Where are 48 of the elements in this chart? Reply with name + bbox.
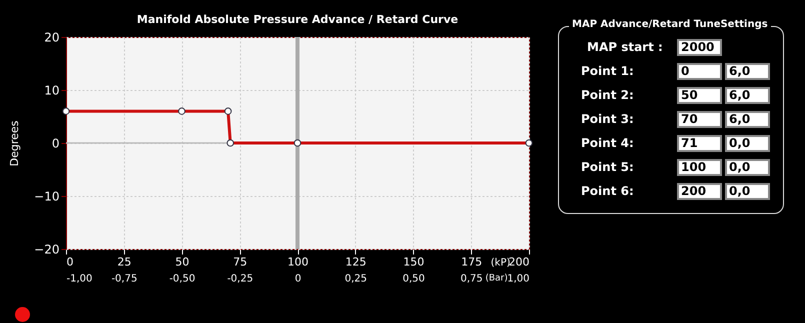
x-tick-label: 125 [345,256,366,268]
text-field: 0 [677,63,722,80]
text-field: 0,0 [725,159,770,176]
text: MAP start : [587,40,663,54]
x2-tick-label: -0,25 [227,274,254,284]
y-tick-label: 10 [44,84,60,98]
x-tick-label: 200 [508,256,530,268]
x-tick-label: 100 [288,256,308,268]
x2-tick-label: -0,50 [169,274,196,284]
x-tick-label: 25 [117,256,132,268]
x2-tick-label: 0,75 [460,274,483,284]
text: MAP Advance/Retard TuneSettings [569,19,771,30]
x-tick-label: 175 [461,256,482,268]
text-field: 6,0 [725,63,770,80]
x-tick-label: 0 [66,256,74,268]
text-field: 2000 [677,39,722,56]
text: Point 3: [581,112,634,126]
x2-tick-label: 0,25 [344,274,368,284]
text-field: 6,0 [725,87,770,104]
text-field: 0,0 [725,183,770,200]
y-tick-label: 20 [44,30,60,44]
text-field: 6,0 [725,111,770,128]
text: Point 4: [581,136,634,150]
x-tick-label: 50 [175,256,190,268]
x-axis-title: (kP) [490,258,510,268]
text-field: 50 [677,87,722,104]
text: Point 6: [581,184,634,198]
x2-tick-label: -1,00 [66,274,92,284]
y-tick-label: 0 [52,136,60,150]
x2-tick-label: -0,75 [111,274,138,284]
text: Point 1: [581,64,634,78]
text-field: 71 [677,135,722,152]
y-tick-label: −20 [34,242,60,256]
text-field: 0,0 [725,135,770,152]
chart-title: Manifold Absolute Pressure Advance / Retard Curve [136,13,458,26]
x2-tick-label: 1,00 [507,274,530,284]
text-field: 100 [677,159,722,176]
y-tick-label: −10 [34,190,60,204]
text-field: 200 [677,183,722,200]
x2-tick-label: 0 [294,274,302,284]
x-tick-label: 150 [403,256,424,268]
x2-tick-label: 0,50 [402,274,425,284]
x2-axis-title: (Bar) [485,274,508,284]
text-field: 70 [677,111,722,128]
text: Point 5: [581,160,634,174]
text: Point 2: [581,88,634,102]
x-tick-label: 75 [233,256,248,268]
y-axis-title: Degrees [8,120,22,166]
